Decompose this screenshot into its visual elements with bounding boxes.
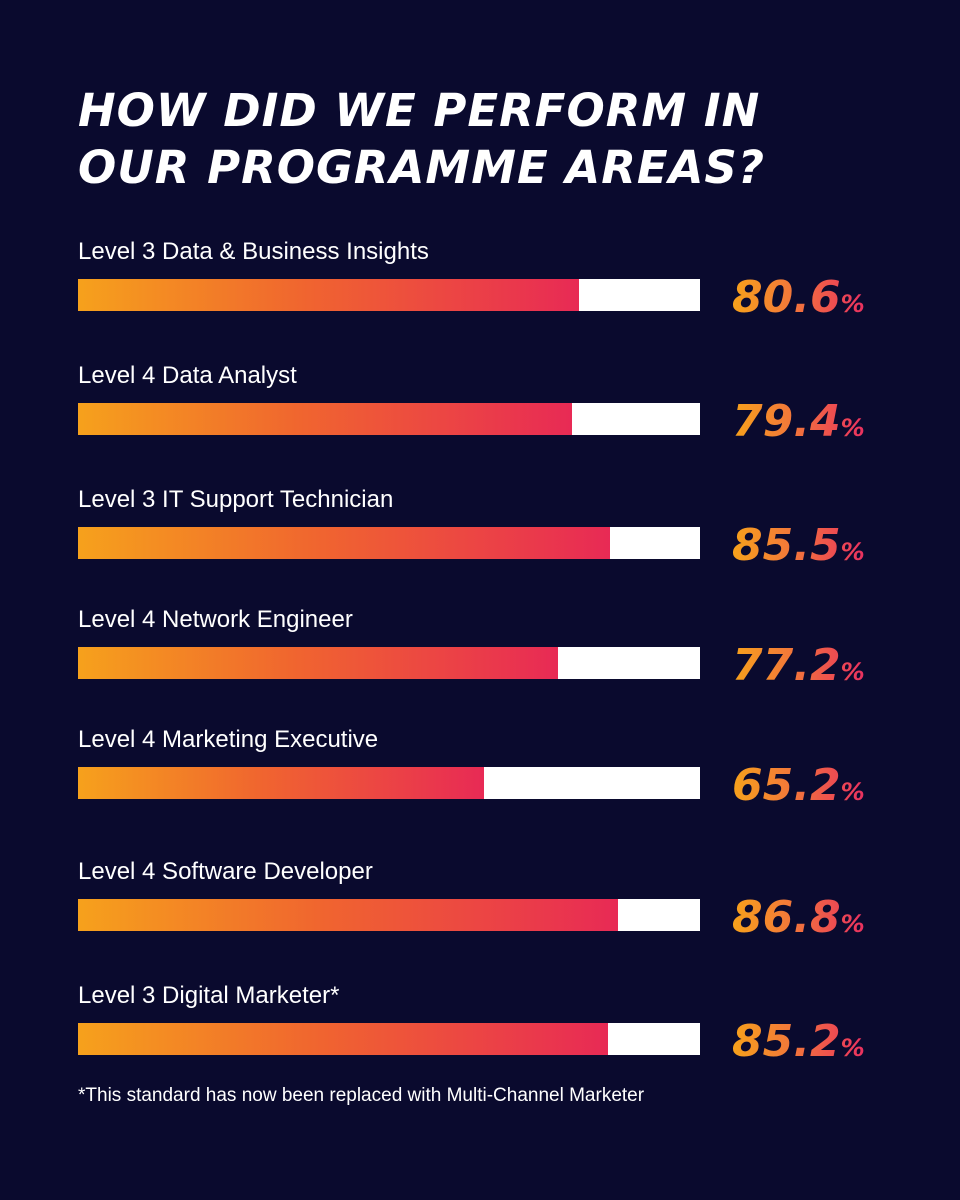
bar-fill (78, 647, 559, 679)
percent-sign: % (840, 414, 865, 442)
bar-label: Level 3 Digital Marketer* (78, 982, 340, 1009)
bar-track (78, 647, 700, 679)
bar-value-number: 86.8 (732, 892, 841, 943)
bar-label: Level 3 Data & Business Insights (78, 238, 429, 265)
bar-label: Level 4 Marketing Executive (78, 726, 379, 753)
bar-value-number: 85.2 (732, 1016, 841, 1067)
bar-track (78, 279, 700, 311)
percent-sign: % (840, 778, 865, 806)
footnote: *This standard has now been replaced wit… (78, 1085, 645, 1106)
bar-value-label: 86.8% (732, 894, 865, 948)
bar-label: Level 4 Network Engineer (78, 606, 353, 633)
title-line-2: OUR PROGRAMME AREAS? (78, 141, 765, 194)
bar-value-number: 85.5 (732, 520, 841, 571)
bar-row: Level 4 Network Engineer 77.2% (78, 606, 898, 706)
bar-value-label: 65.2% (732, 762, 865, 816)
bar-value-number: 80.6 (732, 272, 841, 323)
percent-sign: % (840, 290, 865, 318)
bar-row: Level 4 Marketing Executive 65.2% (78, 726, 898, 826)
bar-value-label: 79.4% (732, 398, 865, 452)
bar-label: Level 4 Software Developer (78, 858, 373, 885)
bar-row: Level 4 Software Developer 86.8% (78, 858, 898, 958)
bar-fill (78, 279, 580, 311)
bar-label: Level 4 Data Analyst (78, 362, 297, 389)
title-line-1: HOW DID WE PERFORM IN (78, 84, 761, 137)
bar-row: Level 3 Data & Business Insights 80.6% (78, 238, 898, 338)
bar-fill (78, 899, 618, 931)
bar-row: Level 3 IT Support Technician 85.5% (78, 486, 898, 586)
bar-value-label: 77.2% (732, 642, 865, 696)
percent-sign: % (840, 1034, 865, 1062)
bar-fill (78, 767, 484, 799)
bar-track (78, 767, 700, 799)
percent-sign: % (840, 658, 865, 686)
bar-fill (78, 527, 610, 559)
percent-sign: % (840, 538, 865, 566)
bar-fill (78, 403, 572, 435)
bar-track (78, 1023, 700, 1055)
bar-row: Level 4 Data Analyst 79.4% (78, 362, 898, 462)
bar-fill (78, 1023, 608, 1055)
bar-value-label: 85.2% (732, 1018, 865, 1072)
bar-row: Level 3 Digital Marketer* 85.2% (78, 982, 898, 1082)
bar-value-label: 85.5% (732, 522, 865, 576)
bar-value-number: 79.4 (732, 396, 841, 447)
bar-value-number: 65.2 (732, 760, 841, 811)
percent-sign: % (840, 910, 865, 938)
page-title: HOW DID WE PERFORM IN OUR PROGRAMME AREA… (78, 82, 898, 196)
bar-track (78, 403, 700, 435)
bar-track (78, 899, 700, 931)
bar-value-number: 77.2 (732, 640, 841, 691)
bar-label: Level 3 IT Support Technician (78, 486, 394, 513)
bar-value-label: 80.6% (732, 274, 865, 328)
bar-track (78, 527, 700, 559)
